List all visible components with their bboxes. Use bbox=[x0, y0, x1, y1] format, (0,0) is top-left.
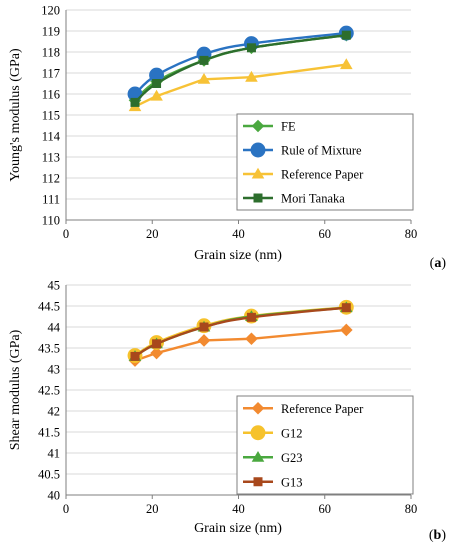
data-point bbox=[150, 89, 163, 101]
legend-item: Reference Paper bbox=[243, 402, 364, 416]
series-reference-paper bbox=[128, 58, 353, 112]
x-tick-label: 0 bbox=[63, 502, 69, 516]
y-tick-label: 116 bbox=[42, 88, 60, 102]
data-point bbox=[245, 332, 258, 346]
y-tick-label: 42.5 bbox=[38, 384, 60, 398]
legend-label: G12 bbox=[281, 426, 303, 440]
y-tick-label: 44 bbox=[48, 321, 61, 335]
y-tick-label: 41.5 bbox=[38, 426, 60, 440]
legend-label: G23 bbox=[281, 451, 303, 465]
series-rule-of-mixture bbox=[127, 25, 354, 102]
data-point bbox=[341, 303, 351, 313]
legend-label: Reference Paper bbox=[281, 402, 364, 416]
data-point bbox=[152, 339, 162, 349]
x-tick-label: 40 bbox=[232, 502, 245, 516]
series-line bbox=[134, 328, 347, 362]
legend-box bbox=[236, 395, 414, 495]
data-point bbox=[152, 79, 162, 88]
y-tick-label: 44.5 bbox=[38, 300, 60, 314]
y-tick-label: 41 bbox=[48, 447, 61, 461]
y-tick-label: 42 bbox=[48, 405, 61, 419]
y-tick-label: 111 bbox=[42, 193, 60, 207]
data-point bbox=[197, 334, 211, 347]
y-tick-label: 45 bbox=[48, 279, 61, 293]
data-point bbox=[340, 323, 353, 337]
y-tick-label: 117 bbox=[42, 67, 60, 81]
legend-item: G23 bbox=[243, 451, 303, 465]
x-tick-label: 0 bbox=[63, 227, 69, 241]
legend-item: Mori Tanaka bbox=[243, 192, 345, 206]
chart-panel-a: 110 111 112 113 114 115 116 117 118 119 120 0 20 40 60… bbox=[8, 4, 446, 272]
data-point bbox=[149, 67, 165, 83]
data-point bbox=[246, 312, 256, 322]
y-axis-label: Shear modulus (GPa) bbox=[8, 329, 23, 450]
series-reference-paper bbox=[128, 323, 353, 367]
series-line bbox=[134, 31, 347, 95]
legend: FE Rule of Mixture Reference Paper Mori Tan… bbox=[236, 113, 414, 211]
data-point bbox=[130, 97, 140, 107]
legend-item: Reference Paper bbox=[243, 168, 364, 182]
legend-swatch-marker bbox=[250, 142, 266, 158]
legend-item: FE bbox=[243, 120, 296, 134]
legend-swatch-marker bbox=[250, 425, 266, 441]
legend-swatch-marker bbox=[253, 477, 263, 487]
data-point bbox=[341, 30, 351, 40]
legend-label: G13 bbox=[281, 475, 303, 489]
y-tick-label: 43.5 bbox=[38, 342, 60, 356]
legend-swatch-marker bbox=[253, 193, 263, 203]
data-point bbox=[245, 70, 258, 82]
legend: Reference Paper G12 G23 G13 bbox=[236, 395, 414, 495]
data-point bbox=[197, 73, 211, 84]
data-point bbox=[199, 55, 209, 65]
data-point bbox=[199, 322, 209, 332]
x-axis-label: Grain size (nm) bbox=[194, 248, 282, 263]
legend-label: Reference Paper bbox=[281, 168, 364, 182]
x-tick-label: 60 bbox=[319, 227, 332, 241]
y-tick-label: 112 bbox=[42, 172, 60, 186]
chart-panel-b: 40 40.5 41 41.5 42 42.5 43 43.5 44 44.5 45 0 20 40 60 8… bbox=[8, 279, 446, 544]
legend-item: Rule of Mixture bbox=[243, 142, 362, 158]
legend-swatch-marker bbox=[251, 119, 265, 133]
legend-box bbox=[236, 113, 414, 211]
data-point bbox=[150, 346, 163, 360]
legend-item: G13 bbox=[243, 475, 303, 489]
legend-item: G12 bbox=[243, 425, 303, 440]
y-tick-label: 119 bbox=[42, 25, 60, 39]
y-axis-label: Young's modulus (GPa) bbox=[8, 48, 23, 182]
legend-label: FE bbox=[281, 120, 296, 134]
x-tick-label: 20 bbox=[146, 502, 159, 516]
y-tick-label: 114 bbox=[42, 130, 61, 144]
y-tick-label: 118 bbox=[42, 46, 60, 60]
panel-label: (b) bbox=[429, 528, 446, 543]
legend-swatch-marker bbox=[251, 450, 265, 462]
y-tick-label: 120 bbox=[41, 4, 60, 18]
data-point bbox=[246, 43, 256, 53]
y-tick-label: 40 bbox=[48, 489, 61, 503]
y-tick-label: 43 bbox=[48, 363, 61, 377]
panel-label: (a) bbox=[430, 256, 447, 271]
data-point bbox=[340, 58, 353, 70]
y-tick-label: 115 bbox=[42, 109, 60, 123]
data-point bbox=[130, 351, 140, 361]
x-tick-label: 80 bbox=[405, 227, 418, 241]
x-tick-label: 20 bbox=[146, 227, 159, 241]
x-tick-label: 80 bbox=[405, 502, 418, 516]
legend-label: Mori Tanaka bbox=[281, 192, 345, 206]
y-tick-label: 40.5 bbox=[38, 468, 60, 482]
legend-label: Rule of Mixture bbox=[281, 144, 362, 158]
legend-swatch-marker bbox=[251, 167, 265, 179]
x-axis-label: Grain size (nm) bbox=[194, 521, 282, 536]
y-tick-label: 113 bbox=[42, 151, 60, 165]
y-tick-label: 110 bbox=[42, 214, 60, 228]
x-tick-label: 60 bbox=[319, 502, 332, 516]
series-mori-tanaka bbox=[130, 30, 351, 107]
x-tick-label: 40 bbox=[232, 227, 245, 241]
series-g13 bbox=[130, 303, 351, 361]
legend-swatch-marker bbox=[251, 401, 265, 415]
